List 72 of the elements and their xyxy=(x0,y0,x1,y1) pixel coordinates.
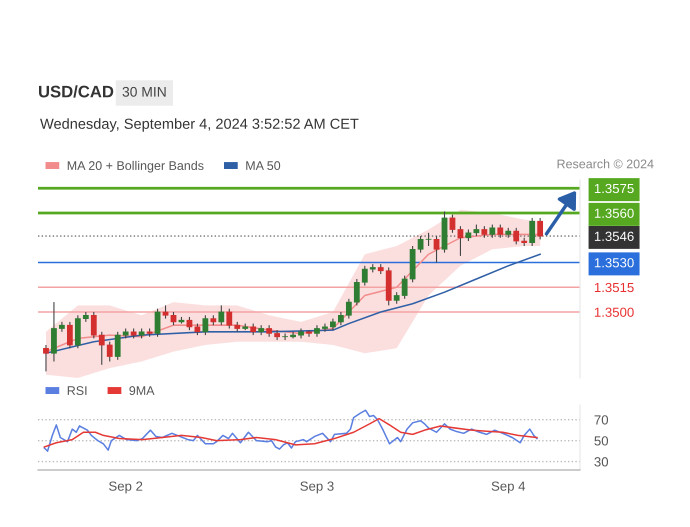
legend-label: RSI xyxy=(68,386,86,396)
legend-label: MA 50 xyxy=(246,161,280,170)
candlestick xyxy=(450,214,456,234)
candlestick xyxy=(330,318,336,331)
chart-subtitle: 30 MIN xyxy=(122,86,166,97)
candlestick xyxy=(162,304,168,320)
candlestick xyxy=(473,224,480,237)
candlestick xyxy=(513,227,520,245)
candlestick xyxy=(497,224,504,238)
candlestick xyxy=(378,264,384,275)
candlestick xyxy=(481,226,488,238)
candlestick xyxy=(434,236,440,264)
candlestick xyxy=(354,278,360,306)
candlestick xyxy=(489,224,496,238)
candlestick xyxy=(314,324,320,338)
y-tick-label: 30 xyxy=(594,457,608,467)
candlestick xyxy=(186,316,192,331)
candlestick xyxy=(466,228,472,242)
candlestick xyxy=(218,304,224,326)
y-tick-label: 1.3560 xyxy=(594,208,634,218)
y-tick-label: 1.3515 xyxy=(594,282,634,292)
candlestick xyxy=(458,226,464,256)
candlestick xyxy=(362,265,368,286)
y-tick-label: 1.3530 xyxy=(594,258,634,268)
candlestick xyxy=(346,298,352,320)
candlestick xyxy=(170,311,176,326)
candlestick xyxy=(338,311,344,326)
y-tick-label: 1.3500 xyxy=(594,308,634,317)
y-tick-label: 70 xyxy=(594,415,608,425)
x-tick-label: Sep 4 xyxy=(492,481,526,494)
x-tick-label: Sep 3 xyxy=(300,481,334,494)
y-tick-label: 50 xyxy=(594,436,608,446)
candlestick xyxy=(106,341,113,362)
candlestick xyxy=(226,308,232,330)
line-series xyxy=(44,409,538,452)
candlestick xyxy=(154,308,160,338)
text: Wednesday, September 4, 2024 3:52:52 AM CET xyxy=(40,118,359,132)
text: Research © 2024 xyxy=(558,159,654,168)
candlestick xyxy=(66,321,73,349)
candlestick xyxy=(210,314,216,326)
candlestick xyxy=(370,264,376,273)
chart-title: USD/CAD xyxy=(39,85,114,98)
legend-label: MA 20 + Bollinger Bands xyxy=(68,160,204,172)
candlestick xyxy=(529,217,536,247)
candlestick xyxy=(298,328,304,339)
y-tick-label: 1.3546 xyxy=(594,232,634,242)
candlestick xyxy=(82,311,89,322)
candlestick xyxy=(521,237,528,247)
candlestick xyxy=(130,328,137,339)
x-tick-label: Sep 2 xyxy=(109,481,142,494)
candlestick xyxy=(274,330,280,341)
candlestick xyxy=(43,344,49,372)
candlestick xyxy=(402,275,408,300)
candlestick xyxy=(394,292,400,304)
candlestick xyxy=(537,217,544,240)
line-series xyxy=(44,418,538,448)
candlestick xyxy=(250,322,256,336)
candlestick xyxy=(138,328,145,339)
candlestick xyxy=(505,227,512,238)
candlestick xyxy=(234,321,240,332)
candlestick xyxy=(122,328,129,339)
candlestick xyxy=(98,331,105,366)
candlestick xyxy=(266,324,272,338)
candlestick xyxy=(194,322,200,336)
candlestick xyxy=(258,324,264,336)
candlestick xyxy=(114,331,121,360)
candlestick xyxy=(418,236,424,254)
y-tick-label: 1.3575 xyxy=(594,184,634,194)
legend-label: 9MA xyxy=(129,386,155,396)
candlestick xyxy=(90,311,97,339)
candlestick xyxy=(59,321,65,332)
candlestick xyxy=(202,314,208,336)
